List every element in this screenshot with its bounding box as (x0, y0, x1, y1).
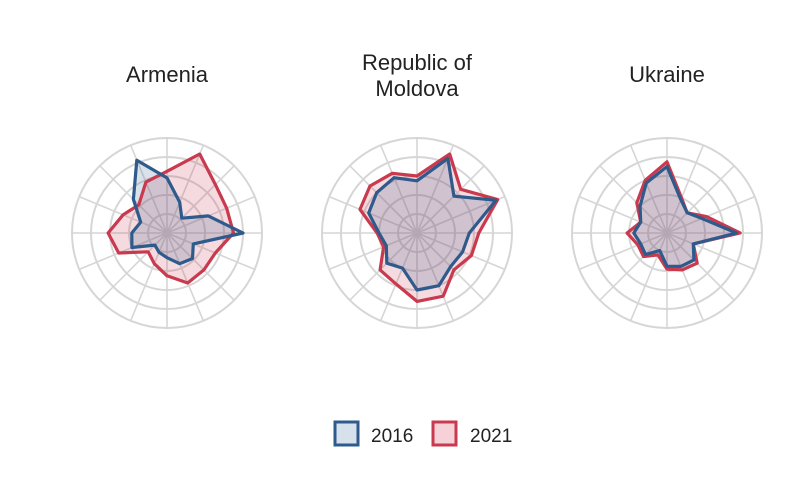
legend-label-2016: 2016 (371, 426, 413, 447)
grid-spoke (328, 232, 418, 271)
panel-title: Republic of (362, 50, 473, 75)
series-area-2021 (627, 161, 741, 270)
grid-spoke (166, 232, 235, 301)
series-line-2016 (130, 158, 245, 266)
grid-spoke (166, 165, 235, 234)
panel-title: Moldova (375, 76, 459, 101)
series-line-2016 (367, 156, 498, 292)
grid-spoke (78, 232, 168, 271)
grid-spoke (129, 232, 168, 322)
grid-spoke (666, 232, 705, 322)
legend: 2016 2021 (333, 420, 512, 447)
grid-spoke (416, 165, 485, 234)
grid-spoke (166, 144, 205, 234)
panel-title: Armenia (126, 62, 209, 87)
grid-spoke (629, 232, 668, 322)
legend-swatch-2021 (431, 420, 458, 447)
grid-spoke (666, 232, 756, 271)
grid-spoke (416, 232, 506, 271)
grid-spoke (629, 144, 668, 234)
radar-panel-0: Armenia (71, 62, 263, 329)
series-area-2016 (633, 166, 737, 267)
panel-title: Ukraine (629, 62, 705, 87)
grid-spoke (379, 232, 418, 322)
grid-spoke (666, 195, 756, 234)
grid-spoke (379, 144, 418, 234)
grid-spoke (349, 165, 418, 234)
legend-swatch-2016 (333, 420, 360, 447)
grid-spoke (416, 195, 506, 234)
grid-spoke (166, 232, 256, 271)
radar-panel-2: Ukraine (571, 62, 763, 329)
grid-spoke (666, 165, 735, 234)
series-line-2021 (358, 152, 500, 303)
grid-spoke (578, 232, 668, 271)
series-line-2016 (632, 164, 739, 268)
grid-spoke (666, 232, 735, 301)
grid-spoke (416, 232, 455, 322)
grid-spoke (349, 232, 418, 301)
grid-spoke (328, 195, 418, 234)
legend-label-2021: 2021 (470, 426, 512, 447)
series-line-2021 (106, 152, 236, 285)
series-area-2016 (368, 158, 496, 290)
grid-spoke (166, 232, 205, 322)
grid-spoke (166, 195, 256, 234)
grid-spoke (578, 195, 668, 234)
grid-spoke (599, 232, 668, 301)
grid-spoke (666, 144, 705, 234)
grid-spoke (599, 165, 668, 234)
